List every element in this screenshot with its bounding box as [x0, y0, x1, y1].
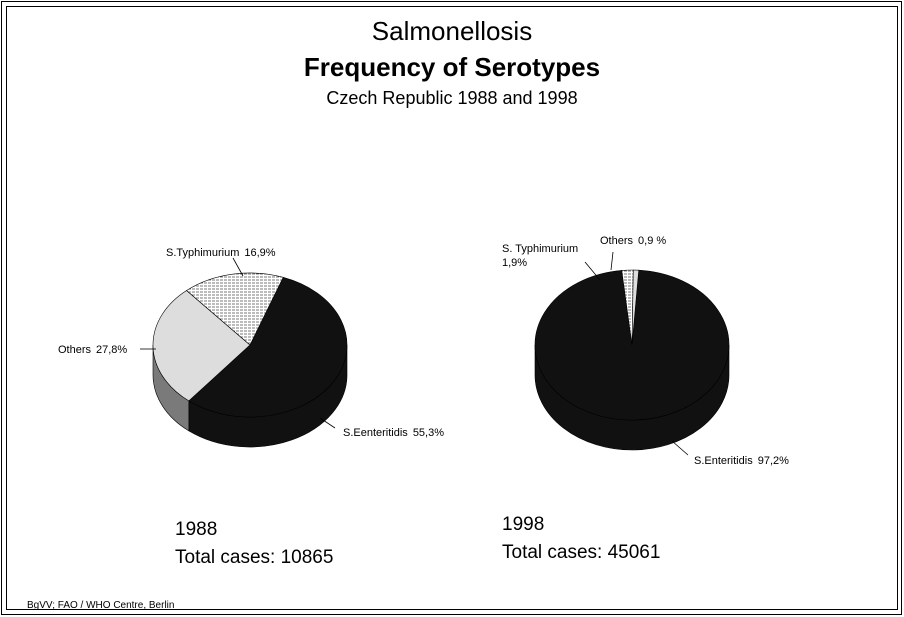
- leader-line: [584, 261, 601, 281]
- data-label: Others 0,9 %: [600, 235, 666, 247]
- pie-note: Total cases: 45061: [502, 542, 660, 563]
- category-label: Others: [58, 344, 92, 356]
- frame-inner: [6, 6, 898, 610]
- pie-slice: [631, 269, 640, 346]
- caption: Czech Republic 1988 and 1998: [326, 88, 577, 108]
- leader-line: [232, 257, 244, 277]
- source: BgVV; FAO / WHO Centre, Berlin: [27, 600, 174, 611]
- pie-title: 1998: [502, 514, 544, 535]
- value-label: 16,9%: [244, 247, 275, 259]
- category-label: Others: [600, 235, 634, 247]
- leader-line: [319, 417, 336, 429]
- data-label: Others 27,8%: [58, 344, 127, 356]
- data-label: S.Enteritidis 97,2%: [694, 455, 789, 467]
- subtitle: Frequency of Serotypes: [304, 52, 600, 82]
- leader-line: [671, 440, 689, 456]
- value-label: 97,2%: [758, 455, 789, 467]
- pie-slice: [186, 272, 284, 346]
- title: Salmonellosis: [372, 16, 532, 46]
- data-label: S.Eenteritidis 55,3%: [343, 427, 444, 439]
- value-label: 1,9%: [502, 257, 527, 269]
- pie-slice: [188, 276, 348, 418]
- pie-title: 1988: [175, 519, 217, 540]
- value-label: 27,8%: [96, 344, 127, 356]
- pie-slice: [152, 290, 251, 402]
- value-label: 0,9 %: [638, 235, 666, 247]
- category-label: S.Enteritidis: [694, 455, 753, 467]
- category-label: S. Typhimurium: [502, 243, 578, 255]
- category-label: S.Eenteritidis: [343, 427, 408, 439]
- data-label: S. Typhimurium 1,9%: [502, 243, 578, 269]
- pie-slice: [534, 269, 730, 421]
- value-label: 55,3%: [413, 427, 444, 439]
- pie-note: Total cases: 10865: [175, 547, 333, 568]
- leader-line: [610, 251, 614, 271]
- data-label: S.Typhimurium 16,9%: [166, 247, 276, 259]
- category-label: S.Typhimurium: [166, 247, 239, 259]
